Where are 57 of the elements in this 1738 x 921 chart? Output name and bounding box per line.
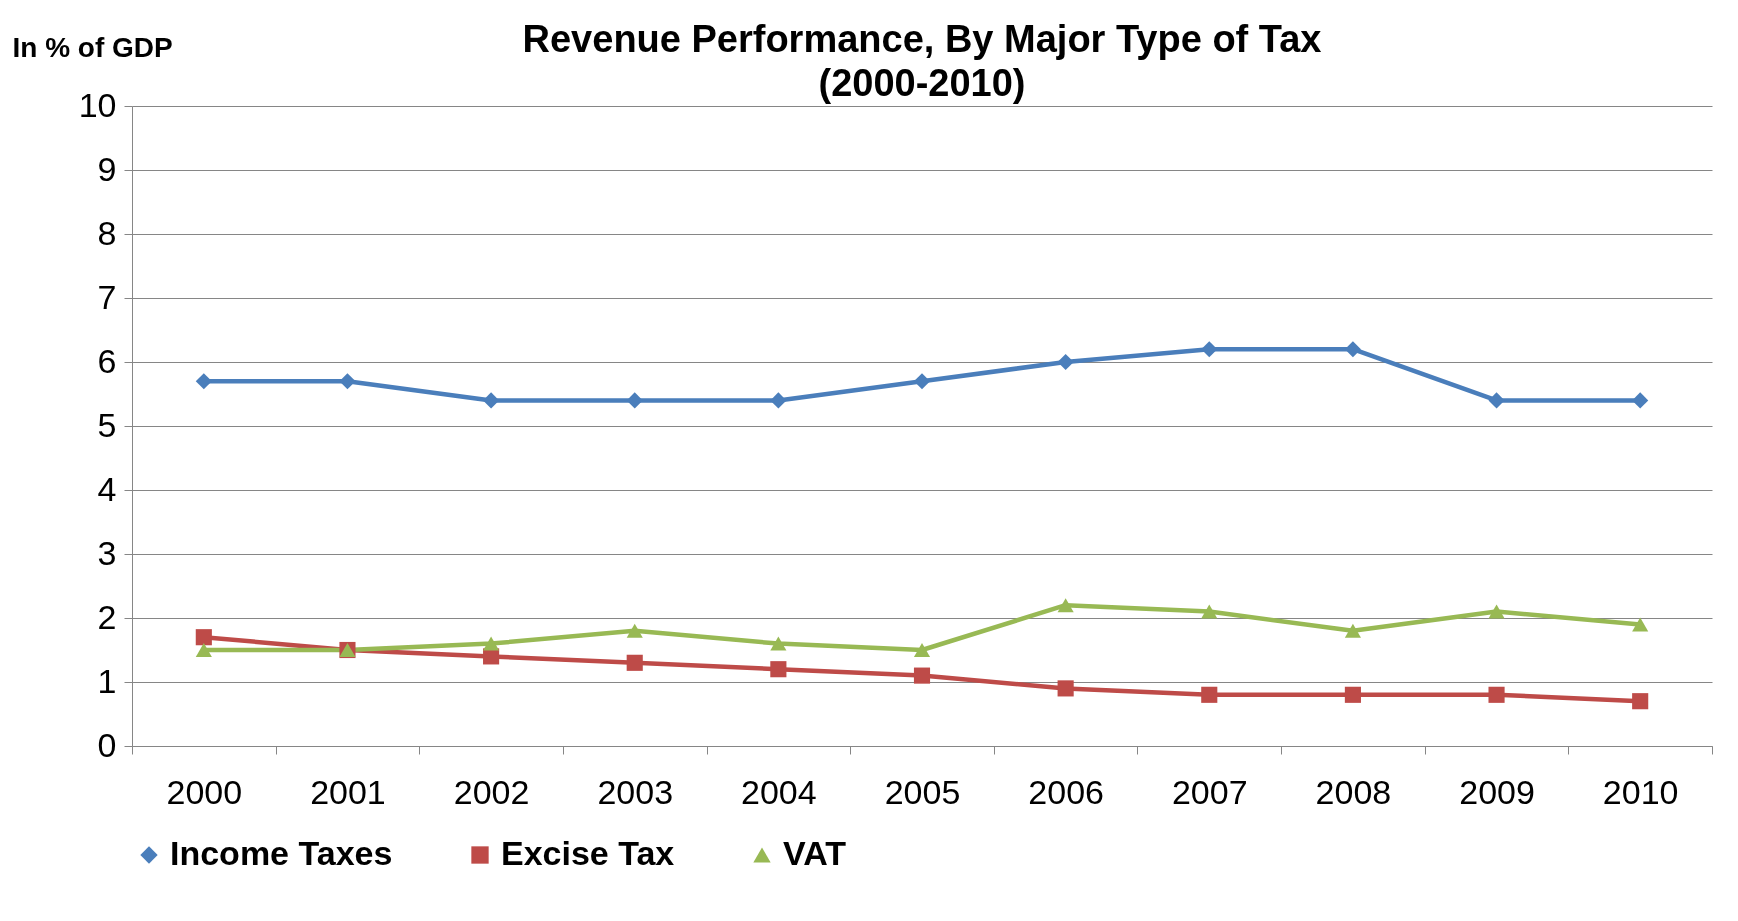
point bbox=[339, 373, 356, 390]
point bbox=[626, 623, 643, 638]
point bbox=[483, 636, 500, 651]
point bbox=[1632, 693, 1649, 710]
point bbox=[913, 667, 931, 684]
x-tick-label: 2001 bbox=[310, 772, 386, 811]
y-tick-label: 1 bbox=[97, 661, 117, 700]
point bbox=[1201, 341, 1218, 358]
y-tick-label: 9 bbox=[97, 149, 117, 188]
point bbox=[1632, 392, 1649, 409]
point bbox=[195, 373, 212, 390]
y-tick-label: 6 bbox=[97, 341, 117, 380]
point bbox=[770, 392, 787, 409]
y-tick-label: 7 bbox=[97, 277, 117, 316]
point bbox=[1344, 686, 1361, 703]
x-tick-label: 2002 bbox=[453, 772, 530, 811]
x-tick-label: 2009 bbox=[1459, 772, 1535, 811]
y-axis-title: In % of GDP bbox=[12, 31, 173, 63]
x-tick-label: 2006 bbox=[1028, 772, 1104, 811]
x-tick-label: 2004 bbox=[741, 772, 817, 811]
y-tick-label: 10 bbox=[78, 85, 117, 124]
point bbox=[1057, 680, 1074, 697]
point bbox=[626, 654, 643, 671]
legend-label: Excise Tax bbox=[501, 834, 675, 872]
point bbox=[195, 643, 212, 657]
point bbox=[770, 661, 787, 678]
chart-title: Revenue Performance, By Major Type of Tax (2000-2010) bbox=[522, 18, 1322, 104]
x-tick-label: 2003 bbox=[597, 772, 674, 811]
x-tick-label: 2008 bbox=[1315, 772, 1392, 811]
point bbox=[1488, 392, 1505, 409]
point bbox=[1057, 353, 1074, 371]
y-tick-label: 3 bbox=[97, 533, 117, 572]
x-tick-label: 2005 bbox=[884, 772, 961, 811]
y-tick-label: 4 bbox=[97, 469, 117, 508]
point bbox=[1201, 604, 1218, 619]
x-tick-label: 2007 bbox=[1171, 772, 1248, 811]
x-tick-label: 2000 bbox=[166, 772, 243, 811]
point bbox=[626, 392, 643, 409]
point bbox=[195, 629, 212, 646]
point bbox=[1488, 604, 1505, 619]
point bbox=[1632, 617, 1649, 632]
point bbox=[913, 373, 931, 390]
point bbox=[1057, 598, 1074, 613]
y-tick-label: 5 bbox=[97, 405, 117, 444]
y-tick-label: 0 bbox=[97, 725, 117, 764]
legend-label: VAT bbox=[783, 834, 847, 872]
point bbox=[913, 643, 931, 657]
point bbox=[1201, 686, 1218, 703]
y-tick-label: 8 bbox=[97, 213, 117, 252]
point bbox=[1344, 341, 1361, 358]
legend-label: Income Taxes bbox=[170, 834, 393, 872]
x-tick-label: 2010 bbox=[1602, 772, 1679, 811]
point bbox=[1344, 623, 1361, 638]
point bbox=[770, 636, 787, 651]
y-tick-label: 2 bbox=[97, 597, 117, 636]
point bbox=[1488, 686, 1505, 703]
point bbox=[483, 392, 500, 409]
